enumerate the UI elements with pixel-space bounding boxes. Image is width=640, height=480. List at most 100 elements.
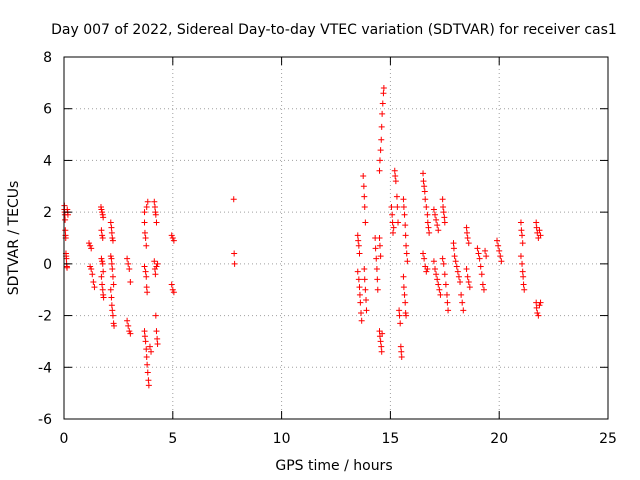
x-tick-label: 20 xyxy=(490,431,508,447)
data-point xyxy=(141,328,148,335)
data-point xyxy=(430,258,437,265)
data-point xyxy=(87,263,94,270)
data-point xyxy=(127,278,134,285)
data-point xyxy=(170,237,177,244)
data-point xyxy=(98,227,105,234)
data-point xyxy=(152,312,159,319)
data-point xyxy=(168,232,175,239)
data-point xyxy=(404,258,411,265)
data-point xyxy=(99,286,106,293)
data-point xyxy=(362,219,369,226)
data-point xyxy=(396,312,403,319)
y-tick-label: -4 xyxy=(38,360,52,376)
data-point xyxy=(376,235,383,241)
data-point xyxy=(109,237,116,244)
data-point xyxy=(403,250,410,257)
data-point xyxy=(145,382,152,389)
data-point xyxy=(452,258,459,265)
data-point xyxy=(378,123,385,130)
data-point xyxy=(144,289,151,296)
data-point xyxy=(400,273,407,280)
data-point xyxy=(436,286,443,293)
data-point xyxy=(146,343,153,350)
plot-frame xyxy=(63,56,609,420)
data-point xyxy=(355,242,362,249)
data-point xyxy=(424,211,431,218)
data-point xyxy=(401,291,408,298)
data-point xyxy=(391,167,398,174)
data-point xyxy=(152,271,159,278)
data-point xyxy=(397,320,404,327)
data-point xyxy=(477,263,484,270)
data-point xyxy=(463,229,470,236)
data-point xyxy=(354,268,361,275)
x-tick-label: 25 xyxy=(599,431,617,447)
x-axis-label: GPS time / hours xyxy=(275,458,392,474)
data-point xyxy=(443,291,450,298)
data-point xyxy=(483,253,490,260)
data-point xyxy=(466,284,473,291)
data-point xyxy=(519,240,526,247)
data-point xyxy=(400,203,407,210)
data-point xyxy=(153,328,160,335)
data-point xyxy=(111,322,118,329)
data-point xyxy=(99,209,106,216)
data-point xyxy=(127,330,134,337)
data-point xyxy=(86,240,93,247)
data-point xyxy=(395,219,402,226)
data-point xyxy=(420,170,427,177)
data-point xyxy=(90,278,97,285)
data-point xyxy=(143,353,150,360)
data-point xyxy=(109,235,116,241)
data-point xyxy=(379,100,386,107)
data-point xyxy=(451,253,458,260)
x-tick-label: 0 xyxy=(60,431,69,447)
data-point xyxy=(377,253,384,260)
data-point xyxy=(464,273,471,280)
data-point xyxy=(87,242,94,249)
data-point xyxy=(98,255,105,262)
data-point xyxy=(378,343,385,350)
data-point xyxy=(460,307,467,314)
data-point xyxy=(423,203,430,210)
data-point xyxy=(378,136,385,143)
data-point xyxy=(394,203,401,210)
tick-marks xyxy=(63,56,609,420)
data-point xyxy=(420,250,427,257)
data-point xyxy=(537,299,544,306)
data-point xyxy=(432,211,439,218)
data-point xyxy=(453,263,460,270)
data-point xyxy=(377,338,384,345)
data-point xyxy=(403,242,410,249)
data-point xyxy=(479,281,486,288)
data-point xyxy=(108,302,115,309)
data-point xyxy=(153,263,160,270)
data-point xyxy=(518,227,525,234)
data-point xyxy=(533,304,540,311)
data-point xyxy=(62,216,69,223)
data-point xyxy=(478,271,485,278)
data-point xyxy=(455,273,462,280)
data-point xyxy=(432,266,439,273)
data-point xyxy=(376,167,383,174)
y-tick-label: 8 xyxy=(43,50,52,66)
data-point xyxy=(401,211,408,218)
data-point xyxy=(108,224,115,231)
data-point xyxy=(425,224,432,231)
data-point xyxy=(151,198,158,205)
data-point xyxy=(380,90,387,97)
data-point xyxy=(520,281,527,288)
data-point xyxy=(440,260,447,267)
data-point xyxy=(442,281,449,288)
data-point xyxy=(450,245,457,252)
data-point xyxy=(141,229,148,236)
data-point xyxy=(354,232,361,239)
y-tick-label: -2 xyxy=(38,309,52,325)
data-point xyxy=(355,276,362,283)
data-point xyxy=(143,284,150,291)
data-point xyxy=(376,328,383,335)
data-point xyxy=(91,284,98,291)
data-point xyxy=(151,203,158,210)
data-point xyxy=(142,268,149,275)
